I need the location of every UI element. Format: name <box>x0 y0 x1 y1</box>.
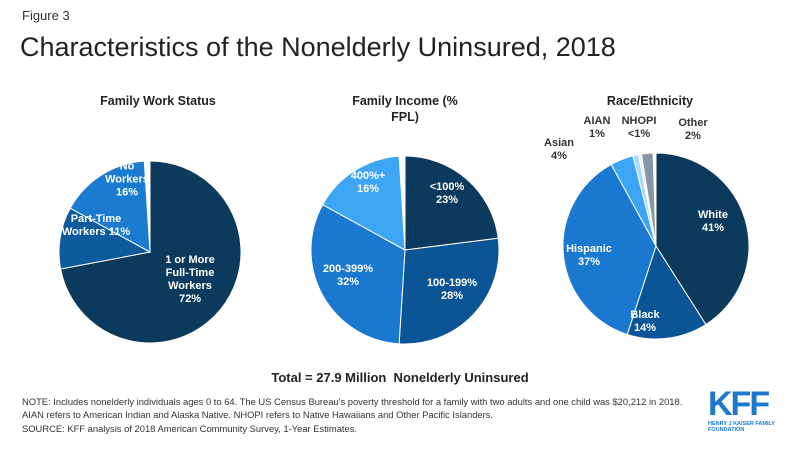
note: AIAN refers to American Indian and Alask… <box>22 409 494 420</box>
value-label: 72% <box>178 293 202 305</box>
logo-subtitle: HENRY J KAISER FAMILY FOUNDATION <box>708 421 775 433</box>
value-label: 4% <box>551 150 567 162</box>
slice-label: NHOPI <1% <box>614 115 664 141</box>
category-label: Part-Time Workers <box>61 213 122 238</box>
slice-label: AIAN 1% <box>572 115 622 141</box>
figure-label: Figure 3 <box>22 8 70 23</box>
value-label: 41% <box>701 222 725 234</box>
logo: KFF <box>708 385 770 423</box>
category-label: Hispanic <box>566 243 612 255</box>
pie-slice <box>69 160 151 253</box>
note: NOTE: Includes nonelderly individuals ag… <box>22 396 683 407</box>
category-label: <100% <box>429 181 465 193</box>
value-label: 37% <box>577 256 601 268</box>
source: SOURCE: KFF analysis of 2018 American Co… <box>22 423 358 434</box>
slice-label: 100-199% 28% <box>417 277 487 303</box>
pie-slice <box>310 204 406 345</box>
chart-title: Family Income (% FPL) <box>352 94 458 124</box>
slice-label: <100% 23% <box>417 181 477 207</box>
slice-label: 1 or More Full-Time Workers 72% <box>155 254 225 306</box>
value-label: 16% <box>115 186 139 199</box>
value-label: 2% <box>685 130 701 142</box>
category-label: NHOPI <box>621 115 657 127</box>
category-label: 100-199% <box>426 277 478 289</box>
pie-slice <box>626 244 707 340</box>
slice-label: 400%+ 16% <box>338 170 398 196</box>
slice-label: 200-399% 32% <box>313 263 383 289</box>
category-label: Black <box>630 309 660 321</box>
category-label: Asian <box>544 137 574 149</box>
category-label: White <box>698 209 728 221</box>
value-label: 32% <box>336 276 360 288</box>
value-label: 23% <box>435 194 459 206</box>
pie-slice <box>321 155 406 251</box>
category-label: 400%+ <box>350 170 386 182</box>
slice-label: Other 2% <box>668 117 718 143</box>
slice-label: White 41% <box>683 209 743 235</box>
pie-slice <box>640 152 657 247</box>
value-label: 14% <box>633 322 657 334</box>
pie-slice <box>398 237 500 345</box>
total: Total = 27.9 Million Nonelderly Uninsure… <box>271 370 529 385</box>
value-label: 28% <box>440 290 464 302</box>
chart-title: Race/Ethnicity <box>606 94 694 108</box>
pie-slice <box>655 152 750 326</box>
pie-slice <box>404 155 499 251</box>
category-label: No Workers <box>105 160 149 186</box>
pie-slice <box>562 163 657 336</box>
slice-label: Black 14% <box>615 309 675 335</box>
value-label: 1% <box>589 128 605 140</box>
value-label: 11% <box>108 226 131 238</box>
slice-label: Hispanic 37% <box>554 243 624 269</box>
value-label: 16% <box>356 183 380 195</box>
slice-label: Part-Time Workers 11% <box>56 213 136 239</box>
category-label: AIAN <box>583 115 611 127</box>
category-label: Other <box>678 117 708 129</box>
value-label: <1% <box>627 128 651 140</box>
main-title: Characteristics of the Nonelderly Uninsu… <box>20 32 616 62</box>
category-label: 1 or More Full-Time Workers <box>165 254 215 292</box>
category-label: 200-399% <box>322 263 374 275</box>
chart-title: Family Work Status <box>100 94 216 108</box>
slice-label: No Workers 16% <box>97 161 157 200</box>
slice-label: Asian 4% <box>534 137 584 163</box>
